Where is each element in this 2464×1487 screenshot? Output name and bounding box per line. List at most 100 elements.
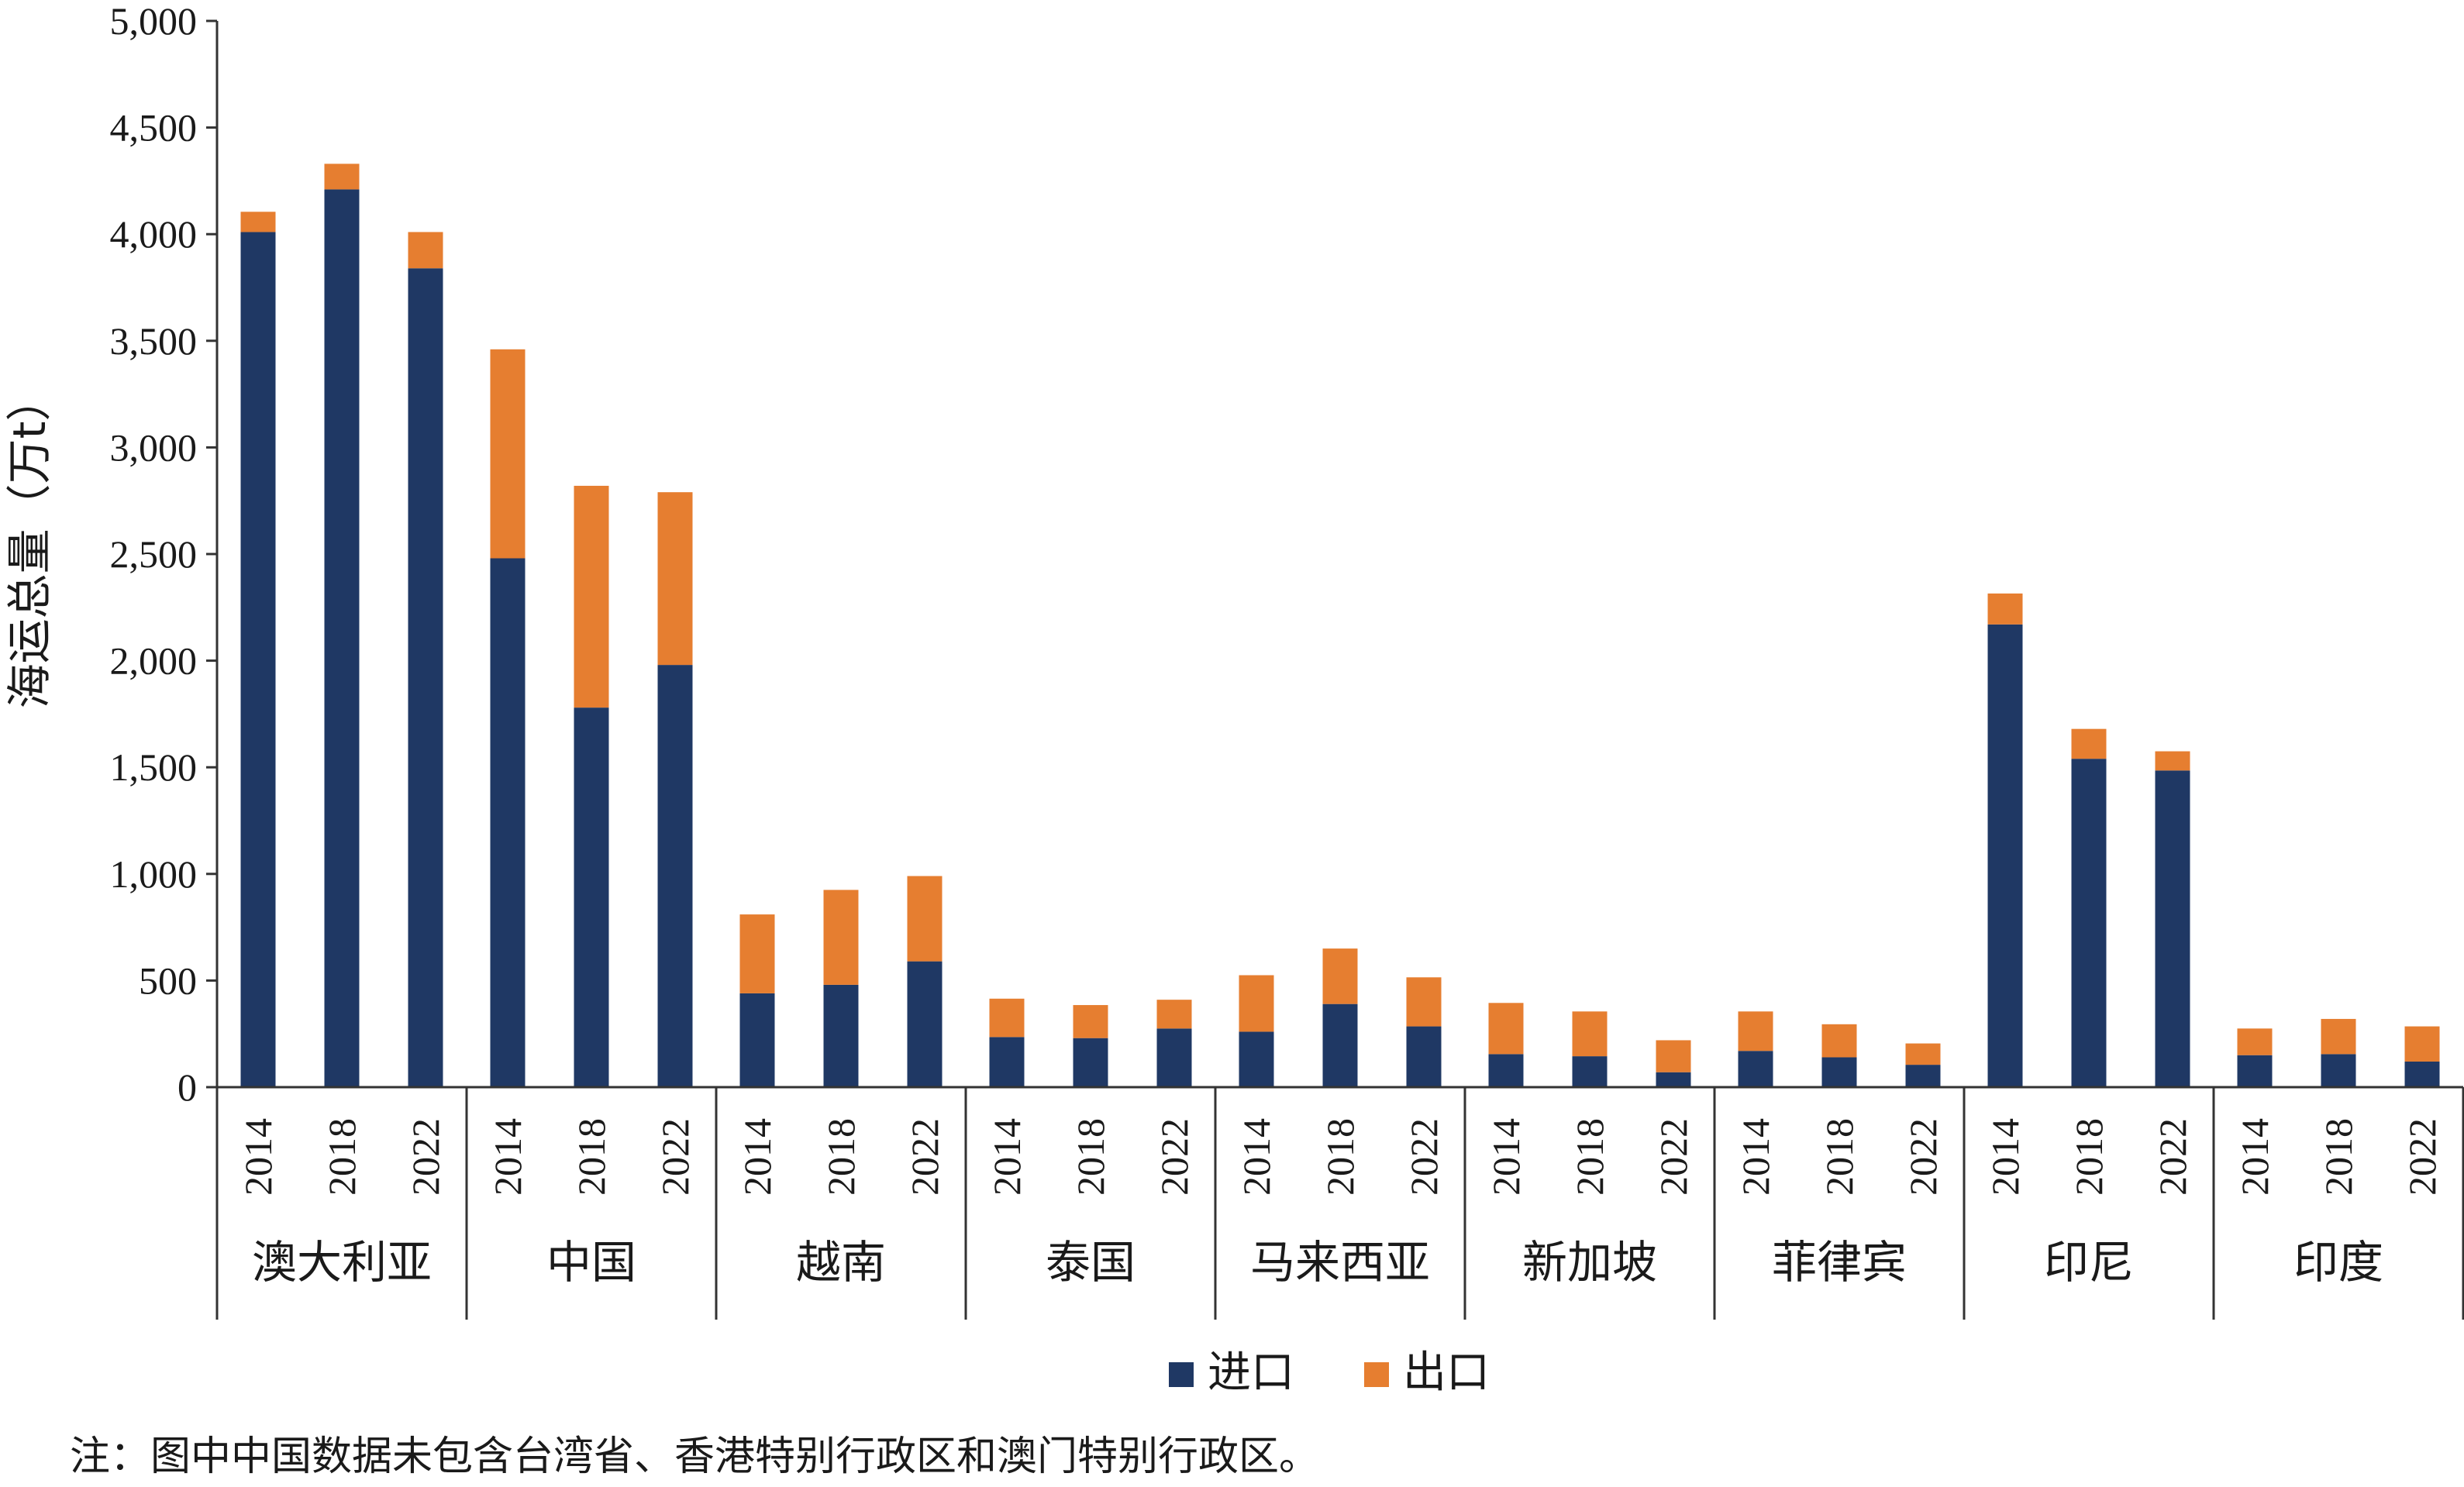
- bar-import: [2404, 1061, 2440, 1087]
- bar-import: [1156, 1028, 1192, 1087]
- x-year-label: 2014: [1734, 1118, 1777, 1196]
- bar-export: [1406, 977, 1442, 1027]
- bar-export: [1488, 1003, 1524, 1055]
- bar-export: [324, 164, 360, 190]
- bar-export: [2071, 728, 2107, 759]
- legend: 进口 出口: [1169, 1348, 1490, 1398]
- x-year-label: 2014: [2233, 1118, 2276, 1196]
- x-year-label: 2022: [653, 1118, 697, 1196]
- bar-export: [240, 212, 276, 232]
- bar-import: [1239, 1031, 1274, 1087]
- bar-import: [2155, 770, 2190, 1087]
- bar-import: [907, 961, 943, 1087]
- x-year-label: 2022: [2400, 1118, 2444, 1196]
- bar-export: [989, 998, 1025, 1038]
- x-group-label: 新加坡: [1522, 1236, 1657, 1289]
- bar-import: [989, 1037, 1025, 1087]
- x-group-label: 澳大利亚: [252, 1236, 432, 1289]
- bar-export: [1905, 1043, 1941, 1065]
- bar-export: [574, 485, 609, 708]
- bar-export: [1156, 1000, 1192, 1029]
- bar-import: [2237, 1055, 2273, 1087]
- bar-export: [1322, 948, 1358, 1004]
- bar-export: [2404, 1026, 2440, 1062]
- x-year-label: 2022: [1901, 1118, 1945, 1196]
- legend-swatch-import: [1169, 1362, 1194, 1387]
- y-axis-label: 海运总量（万t）: [3, 377, 56, 709]
- bar-import: [490, 558, 526, 1087]
- x-year-label: 2014: [1983, 1118, 2027, 1196]
- x-year-label: 2018: [2067, 1118, 2111, 1196]
- bar-export: [1987, 593, 2023, 625]
- chart-note: 注：图中中国数据未包含台湾省、香港特别行政区和澳门特别行政区。: [70, 1434, 1319, 1480]
- x-year-label: 2022: [404, 1118, 447, 1196]
- bar-import: [657, 665, 693, 1087]
- bar-export: [1821, 1024, 1857, 1058]
- x-group-label: 中国: [546, 1236, 636, 1289]
- x-year-label: 2014: [1484, 1118, 1528, 1196]
- bar-export: [1656, 1040, 1691, 1072]
- x-year-label: 2022: [903, 1118, 946, 1196]
- bar-export: [1073, 1005, 1108, 1038]
- y-tick-label: 3,500: [110, 319, 198, 363]
- bar-export: [2155, 751, 2190, 771]
- x-year-label: 2022: [1402, 1118, 1446, 1196]
- bar-import: [2321, 1054, 2356, 1087]
- bar-import: [1656, 1072, 1691, 1087]
- y-tick-label: 3,000: [110, 425, 198, 469]
- bar-import: [2071, 759, 2107, 1087]
- x-year-label: 2018: [1568, 1118, 1611, 1196]
- bar-import: [324, 189, 360, 1088]
- bars: [240, 164, 2440, 1088]
- bar-import: [823, 984, 859, 1087]
- bar-export: [907, 876, 943, 962]
- x-year-label: 2018: [1818, 1118, 1861, 1196]
- y-axis: 0 500 1,000 1,500 2,000 2,500 3,000 3,500 4,000 4…: [110, 0, 219, 1109]
- legend-label-import: 进口: [1208, 1348, 1294, 1398]
- x-group-label: 越南: [796, 1236, 886, 1289]
- x-axis: 2014 2018 2022 澳大利亚 2014 2018 2022 中国 2014 2018 20…: [215, 1086, 2464, 1320]
- bar-import: [1738, 1051, 1773, 1087]
- x-year-label: 2014: [486, 1118, 529, 1196]
- x-year-label: 2018: [320, 1118, 364, 1196]
- y-tick-label: 0: [177, 1065, 197, 1109]
- bar-export: [1738, 1011, 1773, 1052]
- x-year-label: 2014: [736, 1118, 779, 1196]
- bar-import: [408, 268, 443, 1088]
- y-tick-label: 5,000: [110, 0, 198, 43]
- bar-import: [574, 707, 609, 1087]
- bar-export: [1572, 1011, 1608, 1057]
- legend-label-export: 出口: [1403, 1348, 1490, 1398]
- bar-export: [2237, 1028, 2273, 1055]
- bar-import: [739, 993, 775, 1087]
- bar-import: [1322, 1003, 1358, 1087]
- x-year-label: 2018: [2317, 1118, 2360, 1196]
- x-group-label: 马来西亚: [1250, 1236, 1430, 1289]
- y-tick-label: 4,000: [110, 212, 198, 256]
- y-tick-label: 2,500: [110, 532, 198, 576]
- x-year-label: 2018: [1318, 1118, 1362, 1196]
- x-group-label: 印尼: [2044, 1236, 2134, 1289]
- y-tick-label: 1,500: [110, 745, 198, 789]
- x-year-label: 2022: [1153, 1118, 1196, 1196]
- bar-import: [1572, 1056, 1608, 1087]
- x-year-label: 2018: [1069, 1118, 1112, 1196]
- y-tick-label: 1,000: [110, 852, 198, 896]
- x-year-label: 2018: [570, 1118, 613, 1196]
- bar-export: [657, 492, 693, 666]
- x-group-label: 菲律宾: [1772, 1236, 1907, 1289]
- y-tick-label: 2,000: [110, 639, 198, 683]
- x-group-label: 泰国: [1046, 1236, 1136, 1289]
- legend-swatch-export: [1364, 1362, 1389, 1387]
- x-year-label: 2014: [1235, 1118, 1278, 1196]
- bar-export: [1239, 975, 1274, 1032]
- bar-import: [1073, 1038, 1108, 1087]
- bar-import: [1406, 1026, 1442, 1087]
- bar-import: [1821, 1057, 1857, 1087]
- bar-export: [408, 232, 443, 269]
- bar-export: [2321, 1018, 2356, 1055]
- y-tick-label: 500: [139, 959, 197, 1002]
- x-year-label: 2022: [2151, 1118, 2194, 1196]
- bar-export: [739, 914, 775, 993]
